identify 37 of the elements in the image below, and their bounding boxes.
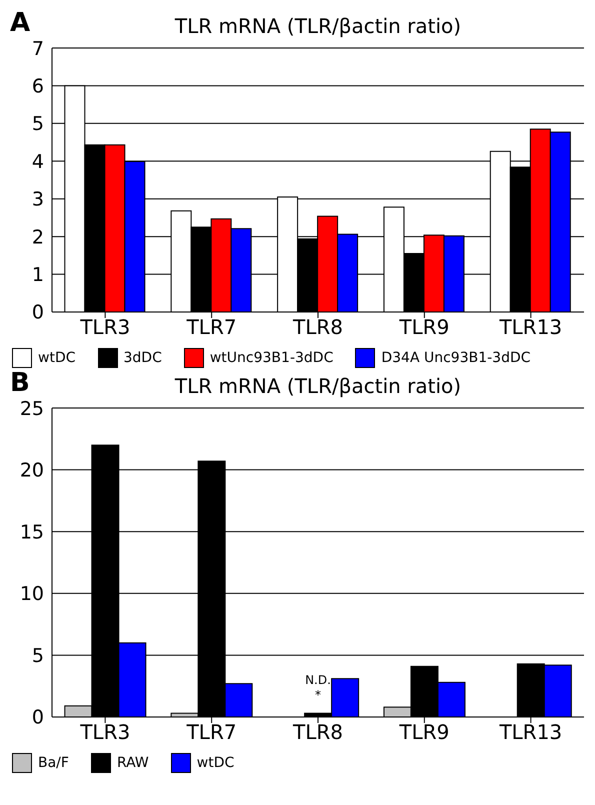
y-tick-label: 2 <box>32 226 44 248</box>
y-tick-label: 1 <box>32 264 44 286</box>
legend-label: wtUnc93B1-3dDC <box>208 349 334 368</box>
y-tick-label: 3 <box>32 188 44 211</box>
y-tick-label: 0 <box>32 706 44 729</box>
x-tick-label: TLR9 <box>398 720 450 744</box>
x-tick-label: TLR8 <box>292 720 343 744</box>
y-tick-label: 7 <box>32 38 44 60</box>
y-tick-label: 5 <box>32 644 44 667</box>
annotation: N.D. <box>304 673 332 688</box>
x-tick-label: TLR8 <box>292 315 343 340</box>
text: B <box>10 368 30 398</box>
y-tick-label: 5 <box>32 113 44 136</box>
y-tick-label: 6 <box>32 75 44 98</box>
legend-label: wtDC <box>37 349 76 368</box>
x-tick-label: TLR13 <box>498 720 562 744</box>
y-tick-label: 0 <box>32 302 44 324</box>
y-tick-label: 25 <box>20 398 44 420</box>
annotation: * <box>314 688 322 703</box>
legend-label: D34A Unc93B1-3dDC <box>380 349 531 368</box>
y-tick-label: 4 <box>32 150 44 173</box>
text: A <box>10 8 30 38</box>
legend-label: 3dDC <box>122 349 162 368</box>
x-tick-label: TLR13 <box>498 315 562 340</box>
y-tick-label: 15 <box>20 521 44 544</box>
y-tick-label: 20 <box>20 460 44 482</box>
chart-title: TLR mRNA (TLR/βactin ratio) <box>174 374 462 398</box>
y-tick-label: 10 <box>20 583 44 606</box>
chart-title: TLR mRNA (TLR/βactin ratio) <box>174 14 462 38</box>
legend-label: RAW <box>116 754 149 773</box>
legend-label: wtDC <box>196 754 234 773</box>
x-tick-label: TLR3 <box>79 720 130 744</box>
x-tick-label: TLR7 <box>186 720 237 744</box>
legend-label: Ba/F <box>37 754 69 773</box>
x-tick-label: TLR3 <box>79 315 130 340</box>
x-tick-label: TLR9 <box>398 315 450 340</box>
x-tick-label: TLR7 <box>186 315 237 340</box>
